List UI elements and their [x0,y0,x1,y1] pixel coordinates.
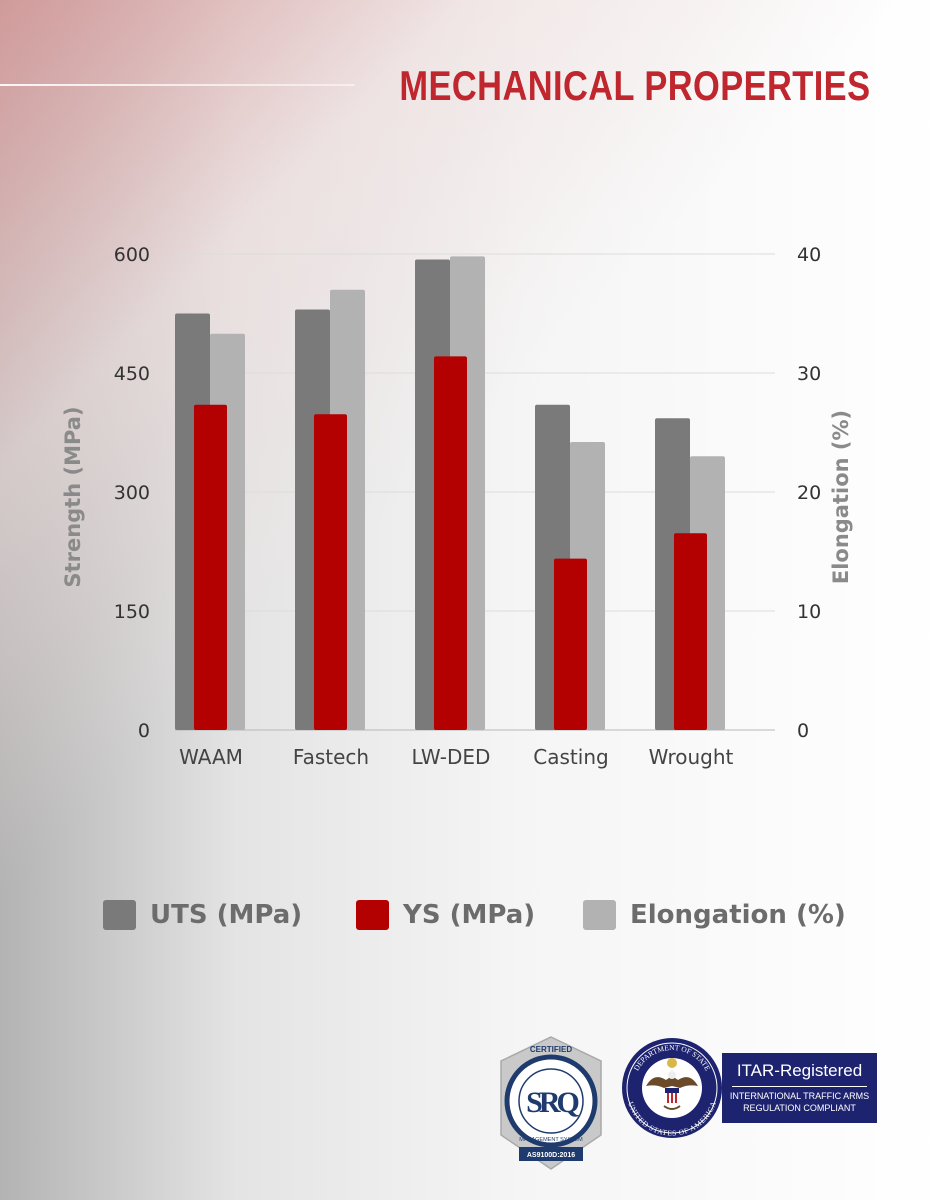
itar-subtitle-line2: REGULATION COMPLIANT [743,1103,856,1113]
bar-ys [674,533,707,730]
srq-monogram: SRQ [526,1086,579,1119]
eagle-icon [646,1058,698,1110]
itar-title: ITAR-Registered [736,1061,863,1080]
srq-certification-badge: CERTIFIED SRQ MANAGEMENT SYSTEM AS9100D:… [500,1036,602,1170]
left-axis-tick-label: 600 [114,244,150,266]
itar-registered-badge: ITAR-Registered INTERNATIONAL TRAFFIC AR… [722,1053,877,1123]
right-axis-tick-label: 10 [797,601,821,623]
bars [175,256,725,730]
legend-swatch-ys [356,900,389,930]
x-axis-category-label: WAAM [179,745,243,769]
itar-subtitle-line1: INTERNATIONAL TRAFFIC ARMS [729,1091,870,1101]
left-axis-tick-label: 150 [114,601,150,623]
legend-label-uts: UTS (MPa) [150,900,303,930]
srq-standard-text: AS9100D:2016 [527,1152,575,1159]
left-axis-tick-label: 300 [114,482,150,504]
legend-label-ys: YS (MPa) [403,900,536,930]
left-axis-tick-label: 450 [114,363,150,385]
left-axis-title: Strength (MPa) [61,406,85,587]
right-axis-title: Elongation (%) [829,410,853,584]
right-axis-tick-label: 20 [797,482,821,504]
x-axis-category-label: LW-DED [412,745,491,769]
x-axis-category-label: Wrought [649,745,734,769]
itar-subtitle: INTERNATIONAL TRAFFIC ARMS REGULATION CO… [722,1090,877,1114]
legend-item-uts: UTS (MPa) [103,900,302,930]
axis-ticks: 0 0 150 10 300 20 450 30 600 40 WAAM Fastech LW-DED C… [114,244,821,769]
right-axis-tick-label: 40 [797,244,821,266]
x-axis-category-label: Casting [533,745,608,769]
chart-legend: UTS (MPa) YS (MPa) Elongation (%) [0,900,945,940]
bar-ys [194,404,227,730]
left-axis-tick-label: 0 [138,720,150,742]
bar-ys [554,558,587,730]
bar-chart: 0 0 150 10 300 20 450 30 600 40 WAAM Fastech LW-DED C… [61,244,853,769]
srq-certified-text: CERTIFIED [530,1045,572,1054]
bar-ys [434,356,467,730]
page-title: MECHANICAL PROPERTIES [398,62,870,109]
header-rule [0,84,355,86]
right-axis-tick-label: 0 [797,720,809,742]
itar-divider [732,1086,867,1087]
legend-swatch-uts [103,900,136,930]
legend-item-ys: YS (MPa) [356,900,535,930]
legend-swatch-elongation [583,900,616,930]
legend-item-elongation: Elongation (%) [583,900,846,930]
department-of-state-seal: DEPARTMENT OF STATE UNITED STATES OF AME… [622,1038,722,1138]
srq-standard-plate [519,1147,583,1161]
x-axis-category-label: Fastech [293,745,369,769]
bar-ys [314,414,347,730]
right-axis-tick-label: 30 [797,363,821,385]
legend-label-elongation: Elongation (%) [630,900,846,930]
srq-ring-text: MANAGEMENT SYSTEM [519,1137,583,1143]
